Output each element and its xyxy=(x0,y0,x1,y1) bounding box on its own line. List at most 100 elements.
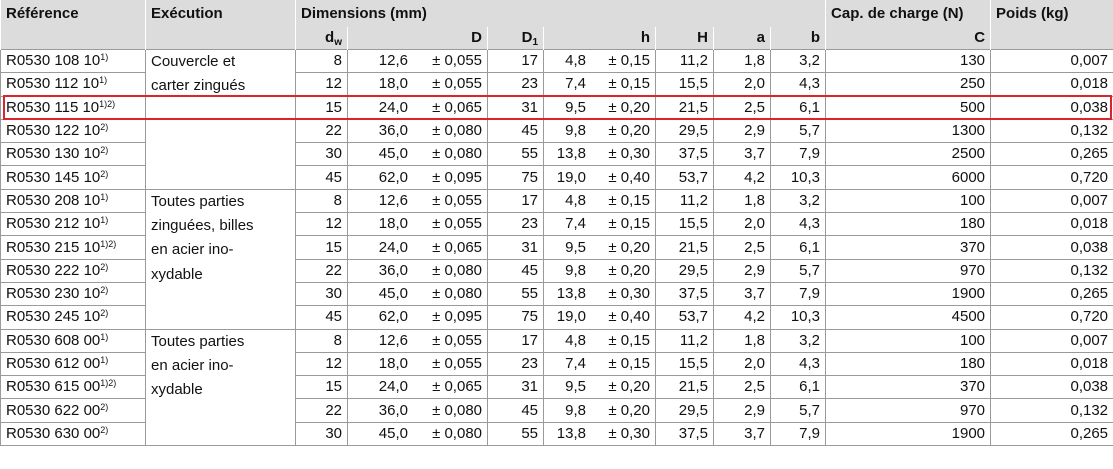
weight-cell: 0,132 xyxy=(990,118,1113,144)
d-tolerance: ± 0,080 xyxy=(432,122,482,140)
h-cell: 9,8 ± 0,20 xyxy=(543,118,656,144)
d-value: 36,0 xyxy=(378,122,408,140)
header-symbol: h xyxy=(640,29,650,46)
reference-cell: R0530 230 102) xyxy=(0,281,146,307)
d1-cell: 17 xyxy=(487,328,544,353)
execution-line: zinguées, billes xyxy=(151,217,254,235)
a-cell: 3,7 xyxy=(713,421,771,447)
weight-cell: 0,265 xyxy=(990,421,1113,447)
footnote-mark: 1) xyxy=(100,215,109,226)
b-cell: 3,2 xyxy=(769,328,827,353)
d-value: 45,0 xyxy=(378,285,408,303)
a-cell: 4,2 xyxy=(713,305,771,330)
a-cell: 1,8 xyxy=(713,188,771,214)
dw-cell: 30 xyxy=(295,421,348,447)
d1-cell: 23 xyxy=(487,351,544,377)
table-row: R0530 622 002) 22 36,0 ± 0,080 45 9,8 ± 0,20 29… xyxy=(0,398,1113,423)
c-cell: 1900 xyxy=(825,281,992,307)
reference: R0530 222 10 xyxy=(6,261,101,279)
weight-cell: 0,038 xyxy=(990,95,1113,120)
reference-cell: R0530 130 102) xyxy=(0,142,146,167)
b-cell: 5,7 xyxy=(769,398,827,423)
h-tolerance: ± 0,15 xyxy=(608,52,650,70)
dw-cell: 30 xyxy=(295,281,348,307)
footnote-mark: 2) xyxy=(100,168,109,179)
execution-cell: Toutes parties en acier ino-xydable xyxy=(145,328,296,447)
b-cell: 10,3 xyxy=(769,305,827,330)
d-tolerance: ± 0,065 xyxy=(432,238,482,256)
d-cell: 18,0 ± 0,055 xyxy=(347,72,488,97)
h-value: 9,5 xyxy=(565,238,586,256)
header-symbol: H xyxy=(697,29,708,46)
table-row: R0530 122 102) 22 36,0 ± 0,080 45 9,8 ± 0,20 29… xyxy=(0,118,1113,144)
h-cell: 15,5 xyxy=(655,212,714,237)
table-row: R0530 230 102) 30 45,0 ± 0,080 55 13,8 ± 0,30 3… xyxy=(0,281,1113,307)
a-cell: 2,5 xyxy=(713,235,771,260)
b-cell: 6,1 xyxy=(769,95,827,120)
dw-cell: 22 xyxy=(295,118,348,144)
c-cell: 970 xyxy=(825,398,992,423)
reference: R0530 122 10 xyxy=(6,122,101,140)
d-cell: 62,0 ± 0,095 xyxy=(347,305,488,330)
d1-cell: 55 xyxy=(487,281,544,307)
h-tolerance: ± 0,20 xyxy=(608,378,650,396)
footnote-mark: 1) xyxy=(100,52,109,63)
table-row: R0530 612 001) 12 18,0 ± 0,055 23 7,4 ± 0,15 15… xyxy=(0,351,1113,377)
h-cell: 37,5 xyxy=(655,281,714,307)
h-cell: 7,4 ± 0,15 xyxy=(543,212,656,237)
reference: R0530 245 10 xyxy=(6,308,101,326)
execution-cell: Couvercle et carter zingués xyxy=(145,49,296,190)
d-cell: 12,6 ± 0,055 xyxy=(347,48,488,74)
d1-cell: 17 xyxy=(487,188,544,214)
table-row: R0530 108 101) Couvercle et carter zingués… xyxy=(0,48,1113,190)
c-cell: 180 xyxy=(825,212,992,237)
d-cell: 18,0 ± 0,055 xyxy=(347,351,488,377)
d-value: 24,0 xyxy=(378,238,408,256)
h-value: 9,8 xyxy=(565,261,586,279)
h-value: 9,5 xyxy=(565,98,586,116)
reference: R0530 130 10 xyxy=(6,145,101,163)
h-value: 4,8 xyxy=(565,52,586,70)
d-cell: 12,6 ± 0,055 xyxy=(347,188,488,214)
weight-cell: 0,720 xyxy=(990,305,1113,330)
reference-cell: R0530 122 102) xyxy=(0,118,146,144)
h-cell: 15,5 xyxy=(655,72,714,97)
table-row: R0530 608 001) Toutes parties en acier ino… xyxy=(0,328,1113,447)
execution-line: en acier ino- xyxy=(151,241,234,259)
b-cell: 7,9 xyxy=(769,142,827,167)
h-value: 9,5 xyxy=(565,378,586,396)
footnote-mark: 2) xyxy=(100,261,109,272)
d1-cell: 23 xyxy=(487,72,544,97)
h-cell: 37,5 xyxy=(655,142,714,167)
h-tolerance: ± 0,30 xyxy=(608,285,650,303)
d-cell: 24,0 ± 0,065 xyxy=(347,235,488,260)
footnote-mark: 1)2) xyxy=(99,98,116,109)
d-tolerance: ± 0,055 xyxy=(432,52,482,70)
h-cell: 21,5 xyxy=(655,375,714,400)
header-symbol: D xyxy=(471,29,482,46)
weight-cell: 0,265 xyxy=(990,281,1113,307)
h-value: 7,4 xyxy=(565,355,586,372)
h-cell: 29,5 xyxy=(655,258,714,283)
d1-cell: 45 xyxy=(487,258,544,283)
h-cell: 29,5 xyxy=(655,118,714,144)
h-cell: 53,7 xyxy=(655,165,714,190)
b-cell: 6,1 xyxy=(769,375,827,400)
d-tolerance: ± 0,080 xyxy=(432,261,482,279)
a-cell: 2,0 xyxy=(713,351,771,377)
d-value: 18,0 xyxy=(378,75,408,93)
reference: R0530 612 00 xyxy=(6,355,101,372)
a-cell: 3,7 xyxy=(713,142,771,167)
b-cell: 4,3 xyxy=(769,72,827,97)
a-cell: 4,2 xyxy=(713,165,771,190)
reference: R0530 630 00 xyxy=(6,424,101,442)
d-value: 36,0 xyxy=(378,401,408,419)
h-cell: 19,0 ± 0,40 xyxy=(543,165,656,190)
header-subcell: H xyxy=(655,27,714,50)
d1-cell: 31 xyxy=(487,235,544,260)
d-value: 12,6 xyxy=(378,191,408,209)
dw-cell: 45 xyxy=(295,305,348,330)
a-cell: 1,8 xyxy=(713,48,771,74)
h-cell: 7,4 ± 0,15 xyxy=(543,351,656,377)
